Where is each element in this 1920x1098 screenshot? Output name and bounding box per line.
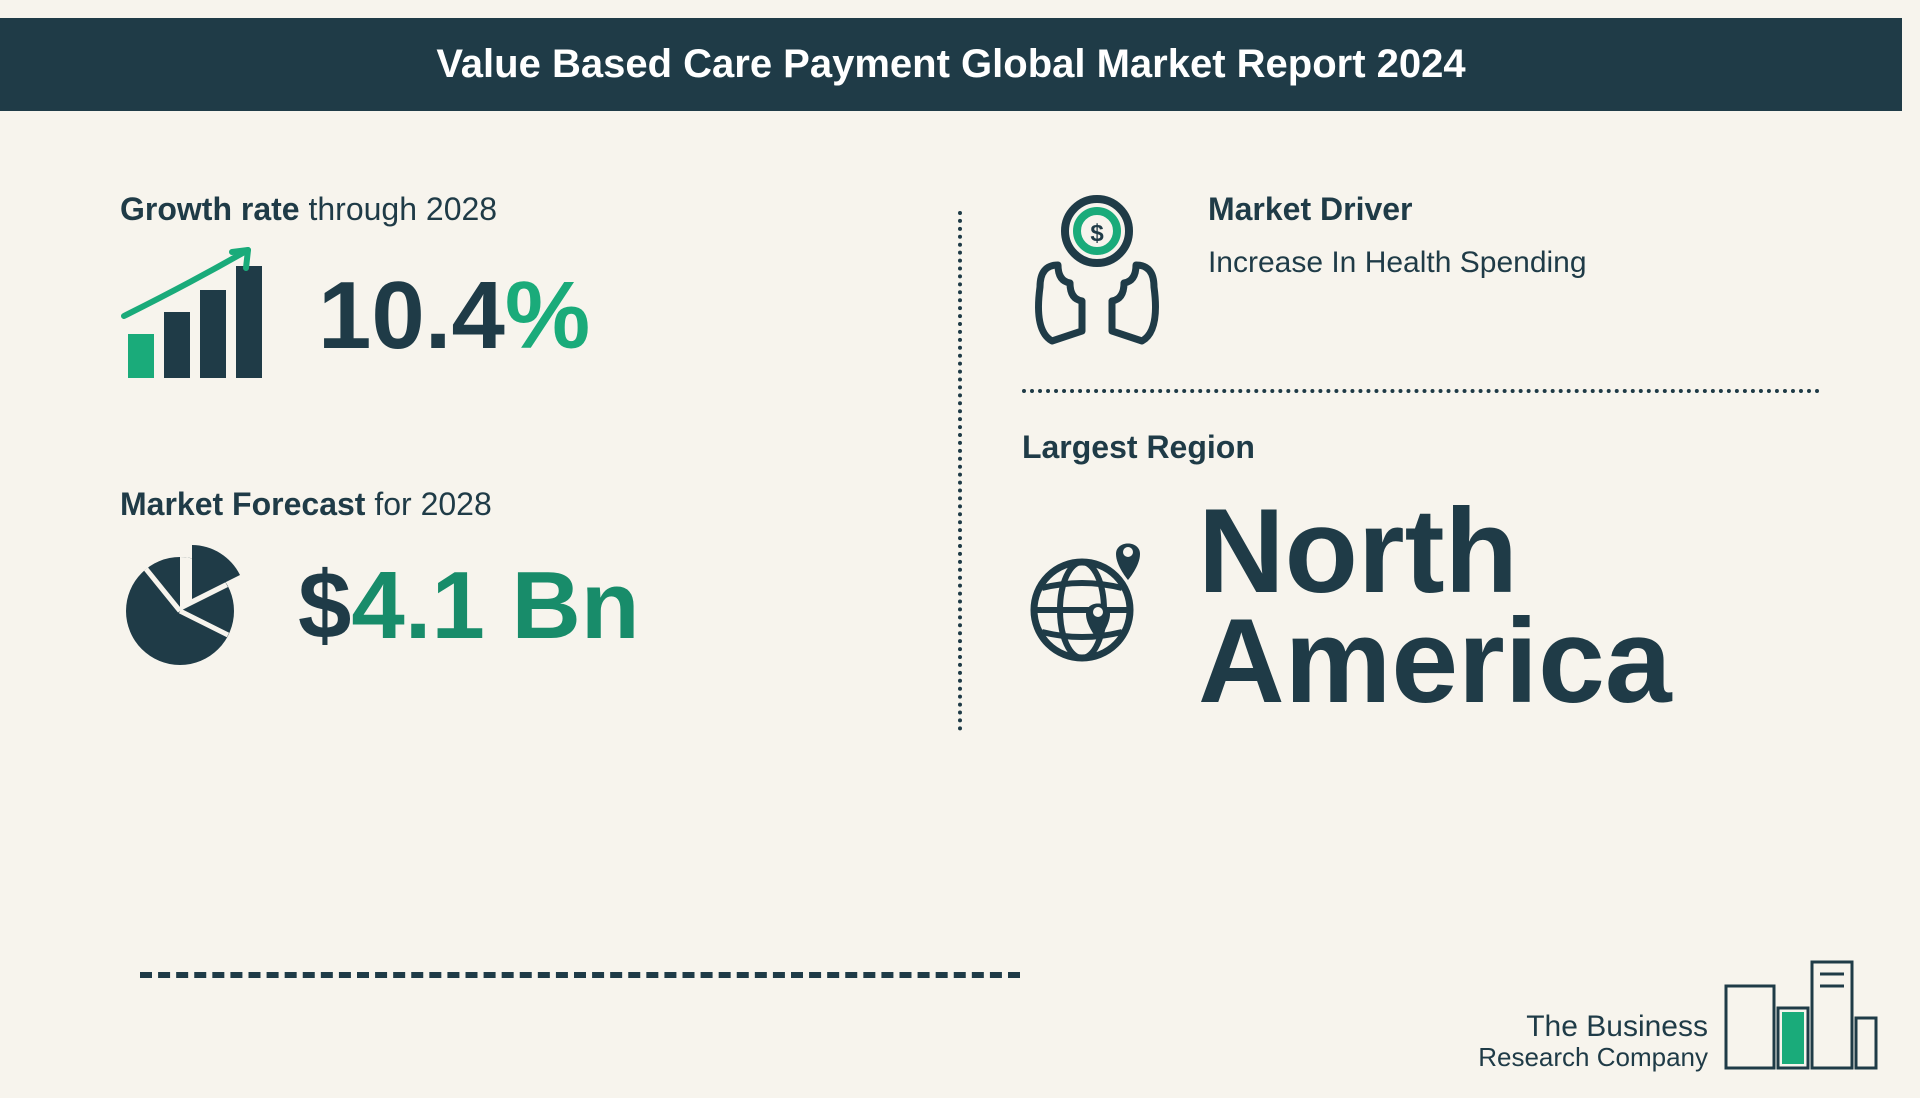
forecast-label: Market Forecast for 2028	[120, 486, 958, 523]
growth-value: 10.4%	[318, 268, 590, 364]
region-section: Largest Region North America	[1022, 429, 1820, 717]
title-bar: Value Based Care Payment Global Market R…	[0, 18, 1902, 111]
right-column: $ Market Driver Increase In Health Spend…	[962, 191, 1820, 771]
horizontal-divider	[1022, 389, 1820, 393]
logo-text: The Business Research Company	[1478, 1010, 1708, 1072]
driver-text: Increase In Health Spending	[1208, 246, 1587, 280]
growth-bars-arrow-icon	[120, 246, 270, 386]
driver-label: Market Driver	[1208, 191, 1587, 228]
tbrc-logo-icon	[1720, 952, 1880, 1072]
report-title: Value Based Care Payment Global Market R…	[436, 42, 1465, 86]
driver-section: $ Market Driver Increase In Health Spend…	[1022, 191, 1820, 361]
region-value: North America	[1198, 496, 1672, 717]
globe-pins-icon	[1022, 530, 1162, 670]
svg-text:$: $	[1090, 220, 1104, 247]
dashed-underline	[140, 972, 1020, 978]
growth-section: Growth rate through 2028 10.4%	[120, 191, 958, 386]
content-grid: Growth rate through 2028 10.4% Market Fo…	[0, 111, 1920, 771]
growth-label: Growth rate through 2028	[120, 191, 958, 228]
footer-logo: The Business Research Company	[1478, 952, 1880, 1072]
pie-chart-icon	[120, 541, 250, 671]
region-label: Largest Region	[1022, 429, 1820, 466]
forecast-value: $4.1 Bn	[298, 558, 639, 654]
left-column: Growth rate through 2028 10.4% Market Fo…	[120, 191, 958, 771]
forecast-section: Market Forecast for 2028 $4.1 Bn	[120, 486, 958, 671]
hands-coin-icon: $	[1022, 191, 1172, 361]
